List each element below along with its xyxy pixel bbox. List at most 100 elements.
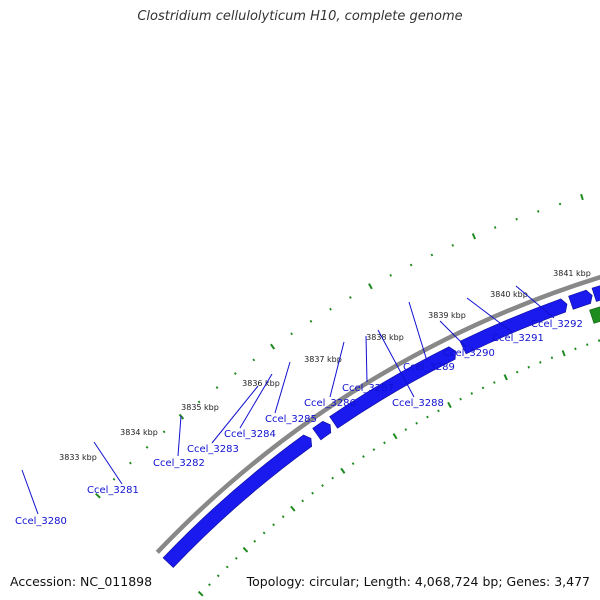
- inner-minor-tick: [383, 441, 386, 445]
- gene-label[interactable]: Ccel_3283: [187, 444, 239, 455]
- gene-leader-line: [515, 285, 555, 319]
- outer-major-tick: [95, 492, 101, 499]
- kbp-label: 3836 kbp: [242, 379, 280, 388]
- inner-minor-tick: [216, 574, 220, 578]
- gene-label[interactable]: Ccel_3280: [15, 516, 67, 527]
- inner-minor-tick: [362, 455, 365, 458]
- gene-label[interactable]: Ccel_3286: [304, 398, 356, 409]
- outer-minor-tick: [389, 274, 392, 277]
- genome-summary-text: Topology: circular; Length: 4,068,724 bp…: [246, 574, 590, 589]
- inner-major-tick: [447, 401, 452, 409]
- inner-tick-track: [197, 339, 600, 597]
- inner-minor-tick: [437, 409, 440, 413]
- inner-minor-tick: [415, 421, 418, 425]
- gene-arrow-5[interactable]: [568, 289, 593, 310]
- selected-gene-box[interactable]: [589, 300, 600, 324]
- inner-major-tick: [242, 546, 249, 553]
- kbp-label: 3837 kbp: [304, 355, 342, 364]
- inner-minor-tick: [234, 556, 238, 560]
- inner-minor-tick: [351, 462, 355, 466]
- gene-leader-line: [21, 469, 39, 515]
- outer-minor-tick: [537, 210, 540, 213]
- inner-minor-tick: [459, 397, 462, 401]
- kbp-label: 3838 kbp: [366, 333, 404, 342]
- gene-leader-line: [274, 361, 291, 414]
- gene-label[interactable]: Ccel_3282: [153, 458, 205, 469]
- gene-leader-line: [177, 415, 182, 457]
- inner-major-tick: [503, 374, 508, 381]
- inner-minor-tick: [281, 515, 285, 519]
- kbp-label: 3834 kbp: [120, 428, 158, 437]
- outer-minor-tick: [451, 244, 455, 247]
- inner-minor-tick: [253, 539, 257, 543]
- gene-leader-line: [93, 441, 123, 485]
- outer-minor-tick: [128, 461, 132, 465]
- outer-minor-tick: [515, 217, 518, 221]
- gene-label[interactable]: Ccel_3289: [403, 362, 455, 373]
- inner-minor-tick: [311, 491, 314, 495]
- gene-track: [162, 284, 600, 568]
- gene-arrow-2[interactable]: [312, 420, 332, 441]
- kbp-label: 3840 kbp: [490, 290, 528, 299]
- inner-minor-tick: [272, 523, 275, 527]
- gene-arrow-1[interactable]: [162, 434, 313, 568]
- gene-leader-line: [408, 301, 428, 362]
- gene-label[interactable]: Ccel_3281: [87, 485, 139, 496]
- kbp-label: 3839 kbp: [428, 311, 466, 320]
- inner-minor-tick: [550, 356, 554, 360]
- outer-minor-tick: [290, 332, 294, 336]
- gene-arrow-4[interactable]: [459, 298, 568, 355]
- outer-minor-tick: [233, 372, 237, 375]
- gene-leader-line: [211, 385, 259, 444]
- inner-minor-tick: [372, 448, 376, 452]
- inner-minor-tick: [321, 484, 324, 488]
- inner-minor-tick: [597, 339, 600, 342]
- outer-major-tick: [270, 343, 276, 350]
- kbp-label: 3833 kbp: [59, 453, 97, 462]
- gene-leader-line: [329, 341, 345, 398]
- inner-major-tick: [290, 505, 296, 512]
- inner-minor-tick: [539, 361, 542, 364]
- outer-major-tick: [368, 283, 373, 290]
- gene-label-layer: Ccel_3280 Ccel_3281 Ccel_3282 Ccel_3283 Ccel…: [15, 285, 583, 527]
- outer-minor-tick: [430, 253, 434, 257]
- inner-minor-tick: [426, 415, 429, 419]
- gene-leader-line: [365, 335, 368, 383]
- inner-minor-tick: [574, 347, 577, 351]
- backbone-arc: [155, 274, 600, 554]
- outer-minor-tick: [215, 386, 219, 389]
- outer-minor-tick: [309, 319, 313, 323]
- gene-arrow-6[interactable]: [591, 284, 600, 302]
- gene-label[interactable]: Ccel_3285: [265, 414, 317, 425]
- outer-minor-tick: [558, 202, 562, 206]
- inner-minor-tick: [515, 370, 519, 374]
- outer-major-tick: [178, 413, 185, 420]
- genome-backbone: [155, 274, 600, 554]
- inner-minor-tick: [527, 365, 530, 369]
- outer-minor-tick: [329, 307, 332, 311]
- outer-minor-tick: [162, 430, 166, 434]
- kbp-scale: 3833 kbp 3834 kbp 3835 kbp 3836 kbp 3837 kbp…: [59, 269, 591, 462]
- genome-title: Clostridium cellulolyticum H10, complete…: [137, 9, 463, 24]
- outer-major-tick: [580, 193, 584, 201]
- inner-minor-tick: [262, 531, 266, 535]
- inner-minor-tick: [481, 386, 485, 390]
- outer-minor-tick: [493, 226, 497, 229]
- inner-minor-tick: [470, 392, 474, 395]
- outer-major-tick: [471, 233, 476, 240]
- outer-minor-tick: [252, 358, 256, 362]
- inner-minor-tick: [404, 428, 408, 432]
- gene-label[interactable]: Ccel_3284: [224, 429, 276, 440]
- gene-label[interactable]: Ccel_3288: [392, 398, 444, 409]
- gene-label[interactable]: Ccel_3292: [531, 319, 583, 330]
- gene-arrow-3[interactable]: [329, 346, 456, 429]
- outer-minor-tick: [145, 445, 149, 449]
- kbp-label: 3835 kbp: [181, 403, 219, 412]
- outer-tick-track: [95, 193, 584, 499]
- inner-minor-tick: [331, 476, 335, 480]
- gene-label[interactable]: Ccel_3290: [443, 348, 495, 359]
- outer-minor-tick: [197, 400, 201, 404]
- gene-label[interactable]: Ccel_3291: [492, 333, 544, 344]
- gene-label[interactable]: Ccel_3287: [342, 383, 394, 394]
